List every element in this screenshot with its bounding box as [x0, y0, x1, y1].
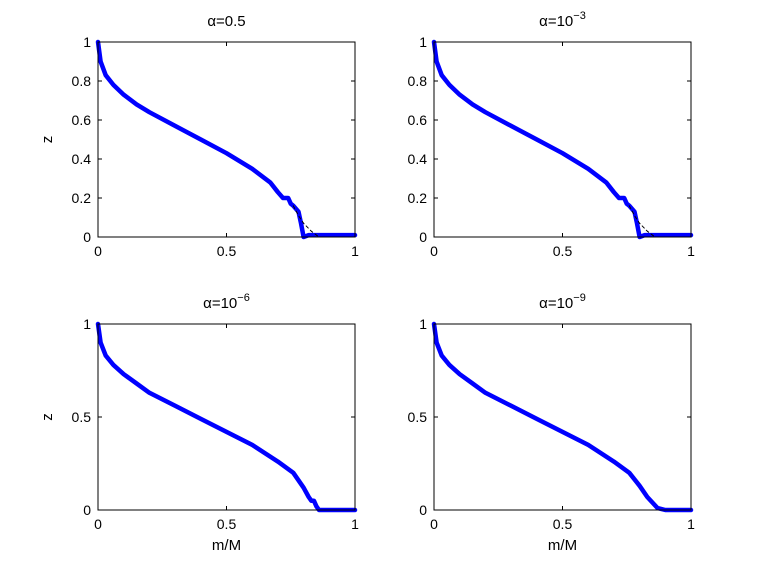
- title-text: α=0.5: [207, 13, 245, 30]
- subplot-alpha-1e-6: α=10−6 0 0.5 1 0 0.5 1 m/M z: [39, 292, 359, 554]
- title-exponent: −9: [573, 292, 586, 304]
- y-tick-label: 0.6: [408, 112, 428, 128]
- x-tick-label: 0: [94, 243, 102, 259]
- subplot-title: α=10−9: [539, 292, 586, 312]
- y-tick-label: 0.5: [72, 409, 92, 425]
- title-exponent: −3: [573, 10, 586, 22]
- x-tick-label: 1: [687, 243, 695, 259]
- axes-frame: [97, 323, 356, 511]
- x-tick-label: 0: [94, 516, 102, 532]
- data-series-line: [431, 39, 694, 240]
- y-tick-label: 0.4: [408, 151, 428, 167]
- axes-frame: [433, 323, 692, 511]
- data-series-line: [95, 321, 358, 513]
- x-tick-label: 0.5: [553, 516, 573, 532]
- y-tick-label: 0: [83, 229, 91, 245]
- x-tick-label: 1: [351, 516, 359, 532]
- x-tick-label: 0: [430, 243, 438, 259]
- x-tick-label: 1: [351, 243, 359, 259]
- title-text: α=10: [203, 295, 237, 312]
- y-tick-label: 0: [83, 502, 91, 518]
- subplot-title: α=0.5: [207, 13, 245, 30]
- y-tick-label: 0.8: [408, 73, 428, 89]
- x-tick-label: 0.5: [553, 243, 573, 259]
- title-exponent: −6: [237, 292, 250, 304]
- y-tick-label: 1: [419, 34, 427, 50]
- y-tick-label: 1: [83, 316, 91, 332]
- title-text: α=10: [539, 13, 573, 30]
- dashed-reference-line: [628, 205, 656, 238]
- y-tick-label: 0: [419, 229, 427, 245]
- subplot-alpha-1e-3: α=10−3 0 0.5 1 0 0.2 0.4 0.6 0.8 1: [408, 10, 696, 259]
- data-series-line: [431, 321, 694, 513]
- y-axis-label: z: [39, 413, 56, 421]
- title-text: α=10: [539, 295, 573, 312]
- y-tick-label: 0.5: [408, 409, 428, 425]
- subplot-title: α=10−3: [539, 10, 586, 30]
- axes-frame: [433, 41, 692, 238]
- subplot-title: α=10−6: [203, 292, 250, 312]
- y-tick-label: 0.2: [72, 190, 92, 206]
- y-tick-label: 0.2: [408, 190, 428, 206]
- subplot-alpha-0.5: α=0.5 0 0.5 1 0 0.2 0.4 0.6 0.8 1 z: [39, 13, 359, 259]
- x-axis-label: m/M: [212, 537, 241, 554]
- y-tick-label: 1: [83, 34, 91, 50]
- y-tick-label: 0.8: [72, 73, 92, 89]
- dashed-reference-line: [292, 205, 320, 238]
- x-tick-label: 0.5: [217, 516, 237, 532]
- y-tick-label: 0.4: [72, 151, 92, 167]
- axes-frame: [97, 41, 356, 238]
- x-tick-label: 0: [430, 516, 438, 532]
- y-tick-label: 0: [419, 502, 427, 518]
- y-tick-label: 0.6: [72, 112, 92, 128]
- x-tick-label: 1: [687, 516, 695, 532]
- y-tick-label: 1: [419, 316, 427, 332]
- y-axis-label: z: [39, 136, 56, 144]
- data-series-line: [95, 39, 358, 240]
- subplot-alpha-1e-9: α=10−9 0 0.5 1 0 0.5 1 m/M: [408, 292, 696, 554]
- x-axis-label: m/M: [548, 537, 577, 554]
- x-tick-label: 0.5: [217, 243, 237, 259]
